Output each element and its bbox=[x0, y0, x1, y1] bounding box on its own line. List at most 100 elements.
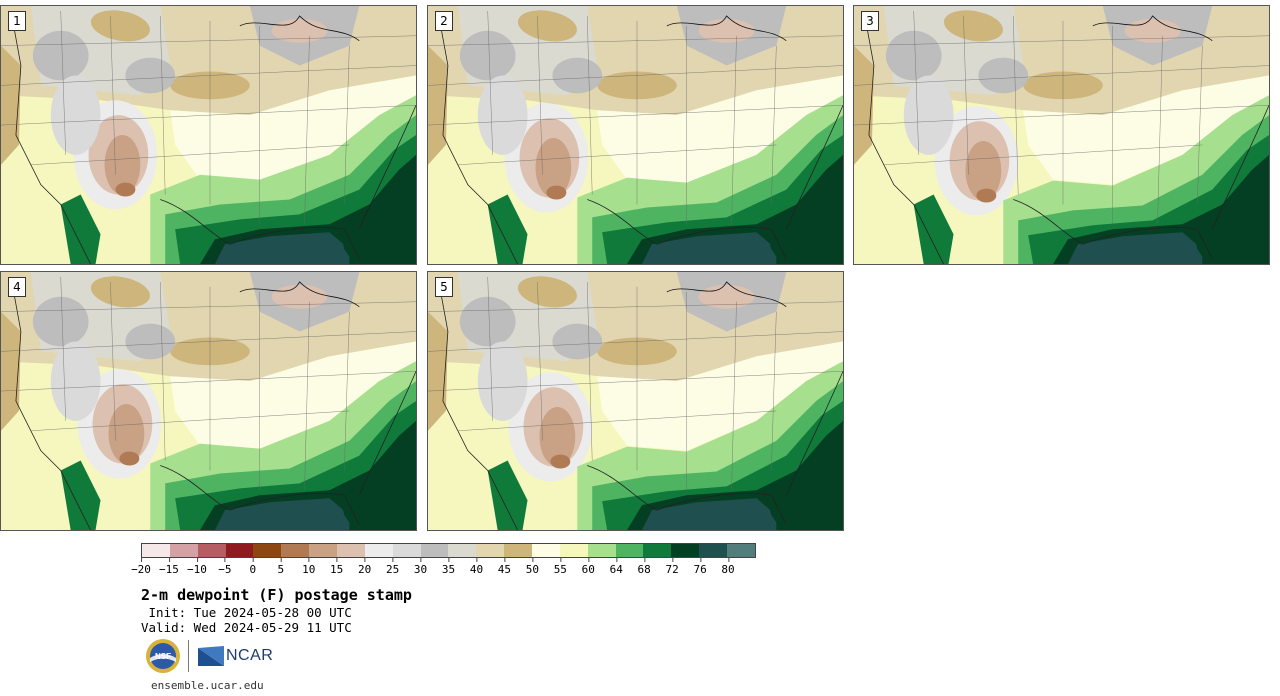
pacific-pale bbox=[428, 430, 488, 530]
panel-label: 3 bbox=[861, 11, 879, 31]
svg-text:NSF: NSF bbox=[155, 652, 171, 661]
colorbar-tick-label: 25 bbox=[386, 558, 399, 576]
pacific-coastline bbox=[10, 10, 91, 264]
map-panel-2: 2 bbox=[427, 5, 844, 265]
gray-mtn bbox=[125, 57, 176, 94]
colorbar-swatch bbox=[504, 544, 533, 557]
logo-divider bbox=[188, 640, 189, 672]
gulf-water bbox=[641, 498, 777, 530]
southwest-brown bbox=[976, 188, 997, 203]
tan-patch bbox=[517, 276, 577, 308]
pacific-pale bbox=[1, 164, 61, 264]
panel-label: 1 bbox=[8, 11, 26, 31]
colorbar-swatch bbox=[532, 544, 560, 557]
state-lines bbox=[487, 276, 777, 491]
map-panel-3: 3 bbox=[853, 5, 1270, 265]
state-lines bbox=[428, 301, 843, 431]
gulf-coastline bbox=[160, 465, 360, 526]
gulf-coastline bbox=[1013, 199, 1213, 260]
panel-label: 4 bbox=[8, 277, 26, 297]
southwest-tan bbox=[965, 140, 1002, 201]
colorbar-tick-label: −20 bbox=[131, 558, 151, 576]
ncar-logo-icon bbox=[198, 646, 224, 666]
tan-patch bbox=[90, 276, 150, 308]
colorbar-tick-label: 68 bbox=[638, 558, 651, 576]
colorbar-tick-label: 0 bbox=[250, 558, 256, 576]
central-pale-region bbox=[1023, 75, 1269, 185]
colorbar-tick-label: 80 bbox=[721, 558, 735, 576]
colorbar-swatch bbox=[699, 544, 728, 557]
great-lakes bbox=[1092, 15, 1213, 42]
colorbar-swatch bbox=[197, 544, 226, 557]
central-pale-region bbox=[170, 341, 416, 451]
southwest-brown bbox=[115, 182, 136, 197]
pacific-pale bbox=[1, 430, 61, 530]
map-panel-5: 5 bbox=[427, 271, 844, 531]
great-basin-gray bbox=[903, 75, 954, 155]
colorbar-swatch bbox=[253, 544, 282, 557]
state-lines bbox=[913, 10, 1203, 225]
great-basin-gray bbox=[477, 341, 528, 421]
gray-mtn bbox=[125, 323, 176, 360]
nsf-logo-icon: NSF bbox=[146, 639, 180, 673]
great-lakes bbox=[239, 15, 360, 42]
figure-title: 2-m dewpoint (F) postage stamp bbox=[141, 586, 412, 604]
colorbar-tick-label: 40 bbox=[470, 558, 483, 576]
state-lines bbox=[1, 301, 416, 431]
dewpoint-map bbox=[1, 6, 416, 264]
colorbar-tick-label: 15 bbox=[330, 558, 343, 576]
southwest-tan bbox=[104, 135, 141, 195]
state-lines bbox=[428, 35, 843, 165]
baja-green bbox=[60, 460, 101, 530]
great-basin-gray bbox=[50, 75, 101, 155]
gulf-coastline bbox=[587, 199, 787, 260]
colorbar-tick-label: 20 bbox=[358, 558, 371, 576]
colorbar-swatch bbox=[281, 544, 310, 557]
atlantic-coastline bbox=[358, 371, 416, 496]
colorbar-tick-label: 5 bbox=[277, 558, 284, 576]
panel-label: 2 bbox=[435, 11, 453, 31]
colorbar-tick-label: 64 bbox=[610, 558, 623, 576]
border-line bbox=[854, 65, 1269, 86]
gulf-water bbox=[214, 232, 350, 264]
colorbar bbox=[141, 543, 756, 558]
colorbar-swatch bbox=[142, 544, 170, 557]
southwest-brown bbox=[119, 451, 140, 466]
atlantic-coastline bbox=[785, 371, 843, 496]
dewpoint-map bbox=[428, 6, 843, 264]
map-panel-1: 1 bbox=[0, 5, 417, 265]
pacific-coastline bbox=[437, 276, 518, 530]
gray-mtn bbox=[978, 57, 1029, 94]
gray-mtn bbox=[885, 30, 942, 81]
ncar-logo-text: NCAR bbox=[226, 647, 274, 664]
great-lakes bbox=[666, 281, 787, 308]
site-url[interactable]: ensemble.ucar.edu bbox=[151, 679, 264, 692]
colorbar-tick-label: 60 bbox=[582, 558, 595, 576]
valid-time: Valid: Wed 2024-05-29 11 UTC bbox=[141, 620, 352, 635]
logos: NSF NCAR bbox=[145, 638, 273, 674]
colorbar-tick-label: 45 bbox=[498, 558, 511, 576]
border-line bbox=[1, 65, 416, 86]
border-line bbox=[1, 331, 416, 352]
colorbar-tick-label: 35 bbox=[442, 558, 455, 576]
central-pale-region bbox=[597, 341, 843, 451]
state-lines bbox=[854, 35, 1269, 165]
dewpoint-map bbox=[428, 272, 843, 530]
colorbar-tick-label: 50 bbox=[526, 558, 539, 576]
gray-mtn bbox=[459, 30, 516, 81]
state-lines bbox=[60, 276, 350, 491]
atlantic-coastline bbox=[358, 105, 416, 230]
gray-mtn bbox=[552, 323, 603, 360]
colorbar-swatch bbox=[587, 544, 616, 557]
pacific-pale bbox=[854, 164, 914, 264]
colorbar-tick-label: −10 bbox=[187, 558, 207, 576]
baja-green bbox=[487, 460, 528, 530]
great-lakes bbox=[666, 15, 787, 42]
great-basin-gray bbox=[50, 341, 101, 421]
gray-mtn bbox=[32, 296, 89, 347]
colorbar-tick-label: −5 bbox=[218, 558, 231, 576]
southwest-tan bbox=[108, 403, 145, 464]
great-basin-gray bbox=[477, 75, 528, 155]
atlantic-coastline bbox=[1211, 105, 1269, 230]
tan-patch bbox=[90, 10, 150, 42]
